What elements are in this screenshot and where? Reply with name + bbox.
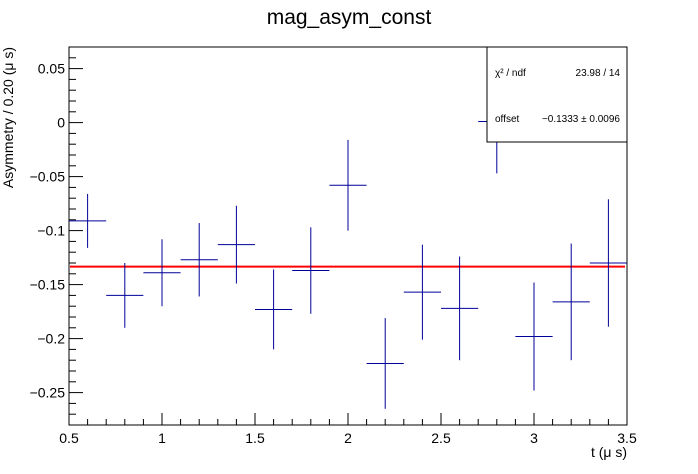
data-point xyxy=(69,193,107,248)
x-axis-label: t (μ s) xyxy=(591,444,627,460)
data-point xyxy=(515,282,553,391)
x-tick-label: 3.5 xyxy=(617,430,637,446)
x-tick-label: 2 xyxy=(344,430,352,446)
data-points xyxy=(69,69,627,409)
stats-offset-label: offset xyxy=(495,114,519,125)
stats-box: χ² / ndf 23.98 / 14 offset −0.1333 ± 0.0… xyxy=(486,46,628,143)
y-tick-label: −0.2 xyxy=(37,331,65,347)
y-tick-label: 0.05 xyxy=(38,61,65,77)
stats-offset-value: −0.1333 ± 0.0096 xyxy=(542,114,620,125)
data-point xyxy=(217,205,255,284)
stats-chi2-label: χ² / ndf xyxy=(495,68,526,79)
y-tick-label: −0.1 xyxy=(37,223,65,239)
data-point xyxy=(441,256,479,361)
data-point xyxy=(292,227,330,314)
y-tick-label: −0.25 xyxy=(30,385,66,401)
x-tick-label: 1 xyxy=(158,430,166,446)
x-tick-label: 0.5 xyxy=(59,430,79,446)
data-point xyxy=(255,269,293,350)
data-point xyxy=(329,139,367,231)
x-axis-tick-labels: 0.5 1 1.5 2 2.5 3 3.5 xyxy=(59,430,637,446)
y-axis-ticks xyxy=(69,46,83,426)
x-tick-label: 3 xyxy=(530,430,538,446)
chart-title: mag_asym_const xyxy=(267,6,432,29)
stats-chi2-value: 23.98 / 14 xyxy=(576,68,621,79)
data-point xyxy=(106,263,144,328)
y-axis-label: Asymmetry / 0.20 (μ s) xyxy=(0,47,16,188)
x-axis-ticks xyxy=(68,413,628,425)
data-point xyxy=(589,199,627,327)
y-tick-label: −0.05 xyxy=(30,169,66,185)
x-tick-label: 2.5 xyxy=(431,430,451,446)
data-point xyxy=(552,243,590,361)
data-point xyxy=(403,244,441,340)
data-point xyxy=(180,223,218,297)
data-point xyxy=(366,318,404,409)
y-axis-tick-labels: −0.25 −0.2 −0.15 −0.1 −0.05 0 0.05 xyxy=(30,61,66,401)
y-tick-label: 0 xyxy=(57,115,65,131)
x-tick-label: 1.5 xyxy=(245,430,265,446)
y-tick-label: −0.15 xyxy=(30,277,66,293)
data-point xyxy=(143,239,181,307)
